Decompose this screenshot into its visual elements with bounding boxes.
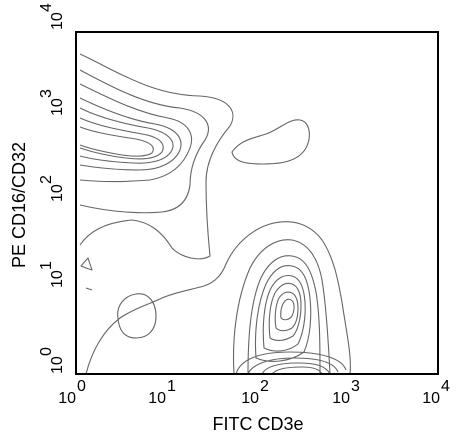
svg-text:10: 10	[241, 390, 259, 407]
svg-text:2: 2	[38, 175, 55, 184]
contour-line	[254, 265, 312, 362]
contour-line	[79, 83, 193, 183]
x-tick-label: 101	[148, 378, 176, 407]
svg-text:10: 10	[332, 390, 350, 407]
contour-line	[235, 351, 347, 374]
contour-line	[79, 97, 182, 171]
contour-line	[247, 255, 321, 374]
svg-text:10: 10	[148, 390, 166, 407]
y-tick-label: 100	[38, 347, 66, 374]
x-tick-label: 100	[58, 378, 86, 407]
svg-text:1: 1	[38, 261, 55, 270]
x-axis: 100 101 102 103 104 FITC CD3e	[58, 378, 450, 434]
x-tick-label: 102	[241, 378, 269, 407]
contour-line	[80, 257, 93, 271]
svg-text:10: 10	[49, 184, 66, 202]
plot-frame	[75, 31, 439, 375]
contour-line	[232, 239, 331, 374]
svg-text:3: 3	[38, 89, 55, 98]
contour-line	[261, 362, 331, 374]
y-tick-label: 101	[38, 261, 66, 288]
svg-text:3: 3	[351, 378, 360, 395]
x-axis-title: FITC CD3e	[212, 414, 303, 434]
svg-text:10: 10	[49, 270, 66, 288]
svg-text:10: 10	[422, 390, 440, 407]
contour-line	[280, 298, 295, 321]
contour-line	[262, 274, 306, 352]
contour-line	[271, 366, 323, 374]
contour-lines	[79, 53, 351, 374]
y-tick-label: 103	[38, 89, 66, 116]
contour-line	[79, 126, 154, 157]
contour-line	[268, 282, 302, 341]
y-tick-label: 104	[38, 3, 66, 30]
contour-line	[231, 119, 310, 165]
svg-text:0: 0	[77, 378, 86, 395]
contour-line	[274, 291, 299, 332]
contour-line	[79, 53, 234, 260]
contour-line	[85, 287, 93, 291]
contour-line	[79, 107, 174, 164]
svg-text:1: 1	[167, 378, 176, 395]
svg-text:10: 10	[49, 12, 66, 30]
contour-line	[117, 293, 157, 339]
x-tick-label: 104	[422, 378, 450, 407]
y-axis-title: PE CD16/CD32	[9, 142, 29, 268]
svg-text:4: 4	[38, 3, 55, 12]
svg-text:4: 4	[441, 378, 450, 395]
svg-text:10: 10	[49, 356, 66, 374]
svg-text:2: 2	[260, 378, 269, 395]
svg-text:10: 10	[58, 390, 76, 407]
svg-text:0: 0	[38, 347, 55, 356]
contour-line	[85, 221, 351, 374]
contour-line	[247, 357, 339, 374]
contour-line	[79, 117, 164, 160]
contour-line	[79, 69, 209, 214]
svg-text:10: 10	[49, 98, 66, 116]
y-axis: 100 101 102 103 104 PE CD16/CD32	[9, 3, 66, 374]
x-tick-label: 103	[332, 378, 360, 407]
y-tick-label: 102	[38, 175, 66, 202]
